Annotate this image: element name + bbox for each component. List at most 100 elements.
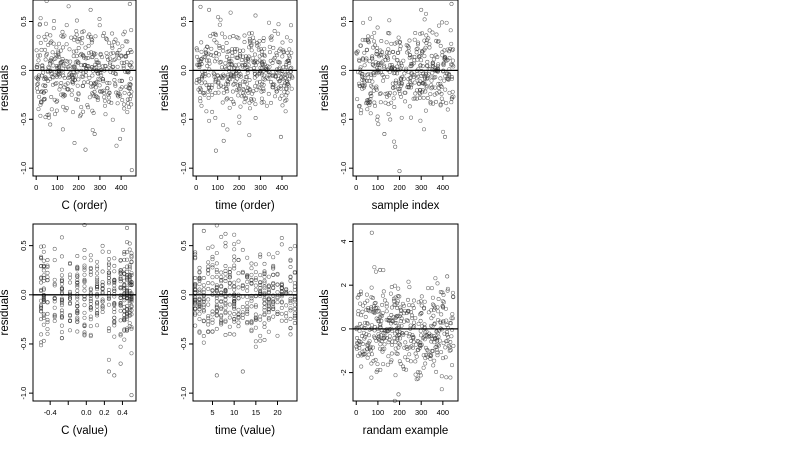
data-point bbox=[61, 34, 65, 39]
data-point bbox=[429, 353, 434, 357]
data-point bbox=[271, 266, 276, 271]
y-tick-label: 0.0 bbox=[179, 290, 188, 300]
data-point bbox=[249, 261, 254, 266]
data-point bbox=[424, 11, 428, 16]
data-point bbox=[118, 303, 123, 308]
data-point bbox=[95, 285, 100, 290]
data-point bbox=[375, 25, 380, 30]
data-point bbox=[253, 317, 258, 322]
data-point bbox=[429, 83, 434, 88]
data-point bbox=[252, 75, 257, 80]
data-point bbox=[110, 45, 115, 50]
data-point bbox=[206, 85, 211, 90]
outlier-point bbox=[393, 144, 398, 149]
data-point bbox=[86, 43, 91, 48]
data-point bbox=[52, 277, 57, 282]
data-point bbox=[61, 104, 66, 109]
data-point bbox=[421, 95, 426, 100]
data-point bbox=[197, 77, 201, 81]
data-point bbox=[361, 75, 366, 80]
plot-frame bbox=[352, 0, 459, 177]
data-point bbox=[433, 336, 438, 341]
data-point bbox=[258, 283, 263, 287]
data-point bbox=[210, 254, 215, 259]
data-point bbox=[39, 340, 44, 345]
data-point bbox=[387, 334, 392, 339]
data-point bbox=[270, 83, 275, 87]
data-point bbox=[393, 346, 398, 351]
data-point bbox=[206, 297, 211, 302]
data-point bbox=[258, 292, 263, 297]
data-point bbox=[94, 94, 99, 99]
data-point bbox=[217, 46, 222, 50]
outlier-point bbox=[443, 134, 447, 139]
data-point bbox=[204, 83, 209, 88]
data-point bbox=[249, 48, 254, 53]
data-point bbox=[82, 277, 87, 282]
data-point bbox=[240, 270, 245, 275]
data-point bbox=[50, 82, 55, 87]
data-point bbox=[34, 48, 39, 53]
data-point bbox=[382, 342, 387, 347]
data-point bbox=[274, 53, 279, 58]
data-point bbox=[95, 299, 100, 304]
data-point bbox=[211, 31, 216, 36]
data-point bbox=[288, 332, 293, 337]
data-point bbox=[220, 31, 225, 36]
data-point bbox=[292, 287, 297, 292]
data-point bbox=[88, 265, 93, 270]
data-point bbox=[74, 29, 79, 34]
data-point bbox=[127, 263, 132, 268]
data-point bbox=[425, 354, 430, 359]
data-point bbox=[358, 301, 363, 306]
data-point bbox=[41, 90, 46, 95]
data-point bbox=[84, 73, 88, 78]
data-point bbox=[199, 76, 204, 81]
data-point bbox=[288, 246, 293, 251]
data-point bbox=[232, 304, 237, 309]
data-point bbox=[49, 71, 54, 76]
data-point bbox=[74, 54, 79, 59]
data-point bbox=[266, 72, 271, 77]
data-point bbox=[89, 35, 94, 40]
data-point bbox=[105, 80, 110, 85]
data-point bbox=[368, 16, 373, 21]
data-point bbox=[267, 64, 272, 69]
data-point bbox=[366, 333, 371, 338]
data-point bbox=[427, 28, 432, 33]
data-point bbox=[223, 287, 228, 292]
data-point bbox=[262, 305, 267, 310]
data-point bbox=[423, 361, 428, 366]
data-point bbox=[375, 305, 380, 310]
data-point bbox=[428, 92, 433, 97]
x-axis-label: randam example bbox=[363, 425, 449, 437]
data-point bbox=[60, 29, 65, 34]
data-point bbox=[439, 387, 444, 392]
data-point bbox=[52, 315, 57, 319]
data-point bbox=[361, 20, 366, 25]
data-point bbox=[432, 321, 437, 326]
data-point bbox=[365, 47, 369, 52]
data-point bbox=[249, 278, 254, 283]
data-point bbox=[429, 53, 434, 58]
data-point bbox=[358, 43, 363, 48]
data-point bbox=[277, 65, 282, 70]
data-point bbox=[379, 39, 384, 43]
data-point bbox=[45, 51, 49, 56]
data-point bbox=[204, 58, 209, 63]
data-point bbox=[110, 31, 115, 36]
data-point bbox=[417, 90, 422, 95]
data-point bbox=[43, 47, 47, 52]
data-point bbox=[101, 79, 106, 84]
data-point bbox=[102, 95, 107, 100]
data-point bbox=[197, 298, 202, 302]
data-point bbox=[227, 270, 232, 275]
data-point bbox=[288, 74, 293, 79]
data-point bbox=[412, 298, 416, 303]
data-point bbox=[53, 53, 58, 57]
outlier-point bbox=[382, 132, 387, 136]
data-point bbox=[219, 270, 224, 275]
data-point bbox=[206, 95, 211, 100]
data-point bbox=[444, 58, 449, 63]
